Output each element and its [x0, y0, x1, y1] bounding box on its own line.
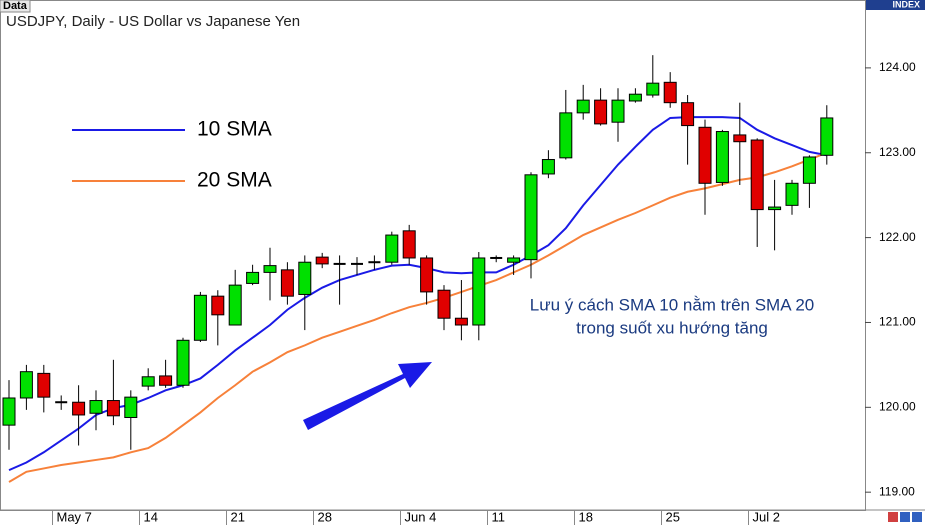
candle-body [541, 159, 555, 175]
candle-body [124, 396, 138, 419]
candle-body [420, 257, 434, 293]
candle-body [368, 261, 381, 264]
candle-body [333, 262, 346, 265]
candle-body [37, 372, 51, 398]
candle-body [402, 230, 416, 259]
y-tick-label: 123.00 [879, 145, 916, 159]
x-tick-label: 21 [231, 509, 245, 524]
candle-body [55, 401, 68, 404]
y-tick-label: 122.00 [879, 230, 916, 244]
y-tick-label: 120.00 [879, 399, 916, 413]
x-tick-label: 25 [666, 509, 680, 524]
annotation: Lưu ý cách SMA 10 nằm trên SMA 20 [530, 295, 814, 314]
x-tick-label: 28 [318, 509, 332, 524]
sma-line [8, 151, 828, 483]
candle-body [611, 99, 625, 123]
panel-label-box [0, 0, 31, 13]
candle-body [211, 295, 225, 316]
trend-arrow [303, 362, 432, 430]
y-tick-label: 124.00 [879, 60, 916, 74]
candle-body [263, 265, 277, 273]
candle-body [106, 400, 120, 417]
candle-body [524, 174, 538, 261]
candle-body [72, 401, 86, 416]
candle-body [715, 131, 729, 183]
icon [900, 512, 910, 522]
candle-body [385, 234, 399, 263]
candle-body [802, 156, 816, 184]
candle-body [19, 371, 33, 399]
candle-body [298, 261, 312, 295]
candle-body [159, 375, 173, 386]
candle-body [576, 99, 590, 114]
candle-body [246, 271, 260, 284]
candle-body [472, 257, 486, 326]
candle-body [490, 256, 503, 259]
x-tick-label: Jul 2 [753, 509, 780, 524]
candle-body [315, 256, 329, 265]
axis-label: INDEX [892, 0, 920, 9]
x-tick-label: Jun 4 [405, 509, 437, 524]
candle-body [193, 294, 207, 341]
icon [888, 512, 898, 522]
x-tick-label: 14 [144, 509, 158, 524]
candle-body [681, 102, 695, 127]
y-tick-label: 121.00 [879, 315, 916, 329]
candle-body [646, 82, 660, 96]
candle-body [559, 112, 573, 159]
panel-label: Data [3, 0, 28, 12]
y-tick-label: 119.00 [879, 484, 915, 498]
candle-body [351, 262, 363, 265]
candle-body [628, 93, 642, 102]
candle-body [141, 376, 155, 387]
candle-body [507, 257, 521, 263]
candle-body [594, 99, 608, 125]
candle-body [785, 182, 799, 206]
x-tick-label: 18 [579, 509, 593, 524]
axis-label-box [866, 0, 925, 10]
chart-title: USDJPY, Daily - US Dollar vs Japanese Ye… [6, 13, 300, 30]
candle-body [768, 206, 782, 211]
candle-body [176, 339, 190, 386]
candle-body [280, 269, 294, 297]
candle-body [454, 317, 468, 326]
candle-body [820, 117, 834, 156]
legend-label: 10 SMA [197, 118, 272, 141]
candle-body [89, 400, 103, 414]
candle-body [733, 134, 747, 143]
x-tick-label: 11 [492, 509, 506, 524]
candle-body [228, 284, 242, 326]
candle-body [663, 81, 677, 104]
candle-body [437, 289, 451, 319]
x-tick-label: May 7 [57, 509, 92, 524]
candle-body [698, 126, 712, 184]
legend-label: 20 SMA [197, 169, 272, 192]
annotation: trong suốt xu hướng tăng [576, 318, 768, 337]
candle-body [750, 139, 764, 211]
icon [912, 512, 922, 522]
candle-body [2, 397, 16, 426]
